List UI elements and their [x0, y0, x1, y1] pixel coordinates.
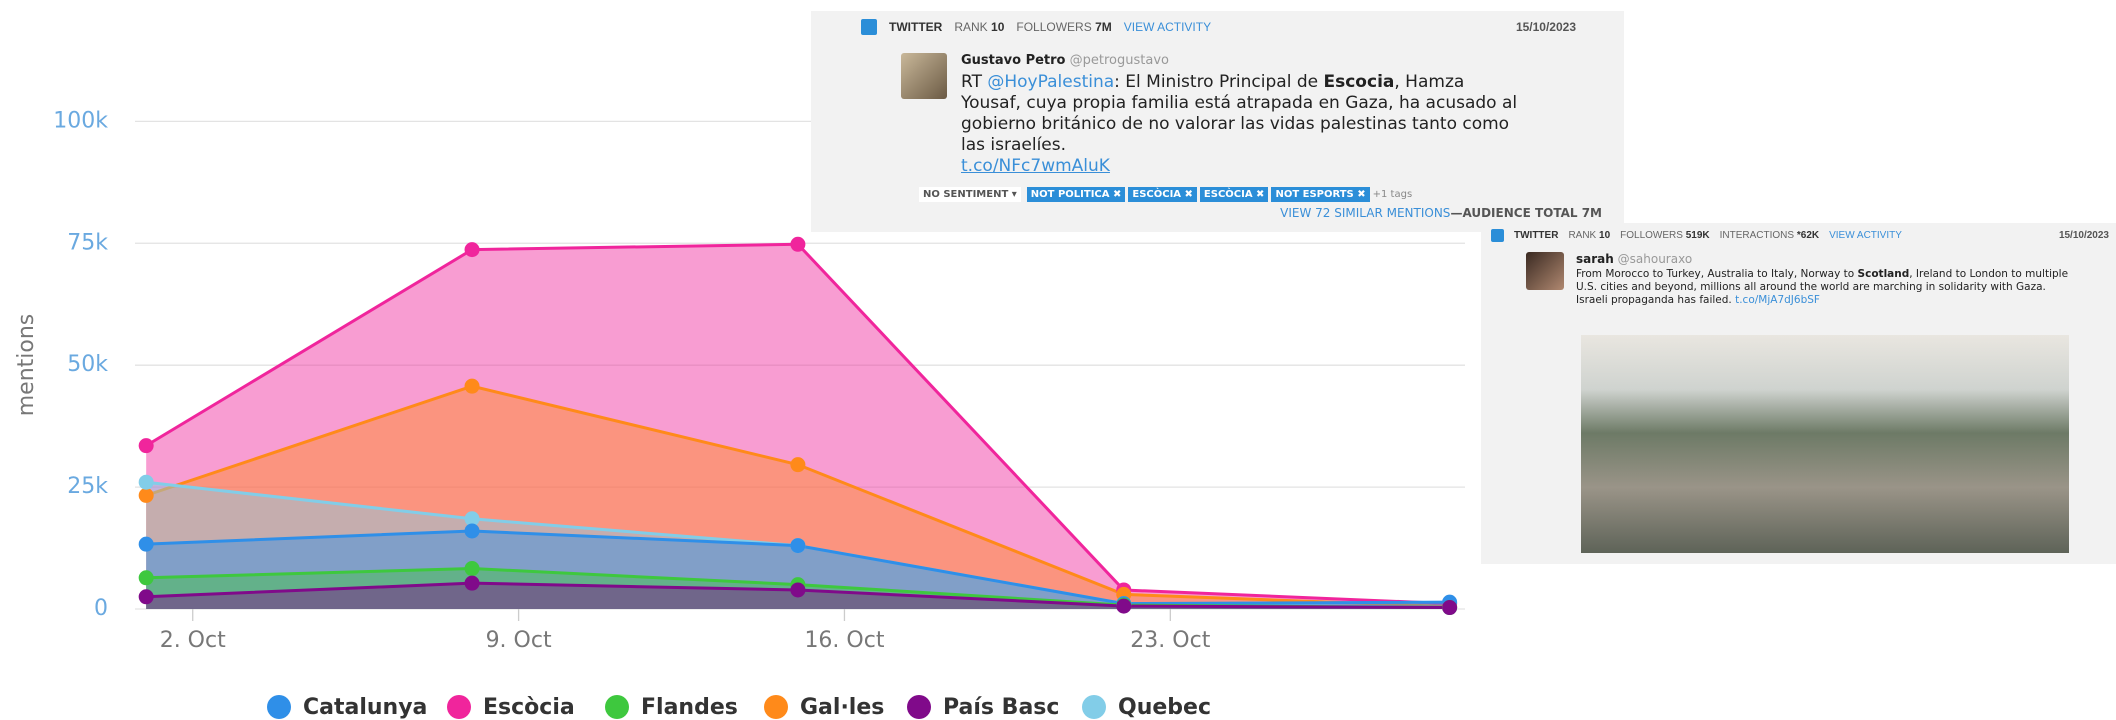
- point: [790, 538, 805, 553]
- interactions-value: *62K: [1797, 230, 1819, 241]
- rank-value: 10: [1599, 230, 1610, 241]
- legend-marker: [605, 695, 629, 719]
- x-tick-label: 9. Oct: [486, 628, 552, 653]
- card-header: TWITTER RANK 10 FOLLOWERS 7M VIEW ACTIVI…: [861, 19, 1576, 35]
- y-tick-label: 0: [94, 596, 108, 621]
- similar-mentions[interactable]: VIEW 72 SIMILAR MENTIONS: [1280, 206, 1450, 220]
- point: [139, 537, 154, 552]
- tag[interactable]: ESCÒCIA ✖: [1200, 187, 1269, 202]
- text: RT: [961, 72, 987, 92]
- twitter-icon: [861, 19, 877, 35]
- avatar: [901, 53, 947, 99]
- y-tick-label: 25k: [67, 474, 108, 499]
- legend-label: Escòcia: [483, 695, 575, 720]
- tweet-text: From Morocco to Turkey, Australia to Ita…: [1576, 268, 2076, 307]
- followers-label: FOLLOWERS: [1620, 230, 1683, 241]
- point: [139, 570, 154, 585]
- point: [790, 457, 805, 472]
- legend-marker: [907, 695, 931, 719]
- legend-marker: [267, 695, 291, 719]
- tweet-text: RT @HoyPalestina: El Ministro Principal …: [961, 72, 1521, 177]
- legend-label: Gal·les: [800, 695, 884, 720]
- tag[interactable]: NOT ESPORTS ✖: [1271, 187, 1369, 202]
- followers-value: 7M: [1095, 20, 1112, 34]
- point: [465, 561, 480, 576]
- date: 15/10/2023: [1516, 20, 1576, 34]
- rank-value: 10: [991, 20, 1004, 34]
- point: [1116, 599, 1131, 614]
- link[interactable]: t.co/MjA7dJ6bSF: [1735, 294, 1820, 306]
- legend-label: Flandes: [641, 695, 738, 720]
- link[interactable]: t.co/NFc7wmAluK: [961, 156, 1110, 176]
- point: [139, 475, 154, 490]
- tweet-card: TWITTER RANK 10 FOLLOWERS 7M VIEW ACTIVI…: [811, 11, 1624, 232]
- twitter-icon: [1491, 229, 1504, 242]
- x-tick-label: 16. Oct: [804, 628, 884, 653]
- point: [465, 242, 480, 257]
- y-tick-label: 50k: [67, 352, 108, 377]
- text: From Morocco to Turkey, Australia to Ita…: [1576, 268, 1858, 280]
- view-activity[interactable]: VIEW ACTIVITY: [1829, 230, 1902, 241]
- network: TWITTER: [1514, 230, 1558, 241]
- legend-marker: [447, 695, 471, 719]
- handle: @sahouraxo: [1618, 252, 1693, 266]
- card-header: TWITTER RANK 10 FOLLOWERS 519K INTERACTI…: [1491, 229, 2109, 242]
- network: TWITTER: [889, 20, 942, 34]
- audience: —AUDIENCE TOTAL 7M: [1450, 206, 1602, 220]
- followers-value: 519K: [1686, 230, 1710, 241]
- point: [790, 582, 805, 597]
- view-activity[interactable]: VIEW ACTIVITY: [1124, 20, 1211, 34]
- interactions-label: INTERACTIONS: [1720, 230, 1794, 241]
- tweet-image[interactable]: [1581, 335, 2069, 553]
- followers-label: FOLLOWERS: [1016, 20, 1091, 34]
- point: [139, 438, 154, 453]
- legend-marker: [1082, 695, 1106, 719]
- tweet-content: Gustavo Petro @petrogustavo RT @HoyPales…: [961, 53, 1521, 177]
- point: [139, 488, 154, 503]
- page: mentions 0 25k 50k 75k 100k 2. Oct 9. Oct 16. O…: [0, 0, 2116, 720]
- text: : El Ministro Principal de: [1114, 72, 1323, 92]
- tweet-body: Gustavo Petro @petrogustavo RT @HoyPales…: [901, 53, 1624, 177]
- tag[interactable]: NOT POLITICA ✖: [1027, 187, 1126, 202]
- legend-label: Catalunya: [303, 695, 427, 720]
- author: Gustavo Petro: [961, 53, 1065, 68]
- x-tick-label: 2. Oct: [160, 628, 226, 653]
- followers: FOLLOWERS 7M: [1016, 20, 1111, 34]
- rank-label: RANK: [1568, 230, 1596, 241]
- sentiment[interactable]: NO SENTIMENT ▾: [919, 187, 1021, 202]
- y-axis-label: mentions: [14, 314, 39, 417]
- legend-marker: [764, 695, 788, 719]
- keyword: Scotland: [1858, 268, 1910, 280]
- handle: @petrogustavo: [1070, 53, 1169, 68]
- tags: NO SENTIMENT ▾NOT POLITICA ✖ESCÒCIA ✖ESC…: [919, 189, 1624, 200]
- legend-label: Quebec: [1118, 695, 1211, 720]
- keyword: Escocia: [1324, 72, 1395, 92]
- rank-label: RANK: [954, 20, 987, 34]
- rank: RANK 10: [954, 20, 1004, 34]
- author: sarah: [1576, 252, 1614, 266]
- date: 15/10/2023: [2059, 230, 2109, 241]
- mention[interactable]: @HoyPalestina: [987, 72, 1114, 92]
- more-tags[interactable]: +1 tags: [1373, 189, 1413, 200]
- point: [465, 523, 480, 538]
- x-tick-label: 23. Oct: [1130, 628, 1210, 653]
- tweet-content: sarah @sahouraxo From Morocco to Turkey,…: [1576, 252, 2076, 307]
- point: [1442, 600, 1457, 615]
- tweet-body: sarah @sahouraxo From Morocco to Turkey,…: [1526, 252, 2116, 307]
- point: [790, 237, 805, 252]
- y-tick-label: 75k: [67, 230, 108, 255]
- legend-label: País Basc: [943, 695, 1059, 720]
- avatar: [1526, 252, 1564, 290]
- point: [139, 589, 154, 604]
- card-footer: VIEW 72 SIMILAR MENTIONS—AUDIENCE TOTAL …: [1280, 206, 1602, 220]
- tag[interactable]: ESCÒCIA ✖: [1128, 187, 1197, 202]
- y-tick-label: 100k: [53, 108, 108, 133]
- point: [465, 576, 480, 591]
- point: [465, 379, 480, 394]
- tweet-card: TWITTER RANK 10 FOLLOWERS 519K INTERACTI…: [1481, 223, 2116, 564]
